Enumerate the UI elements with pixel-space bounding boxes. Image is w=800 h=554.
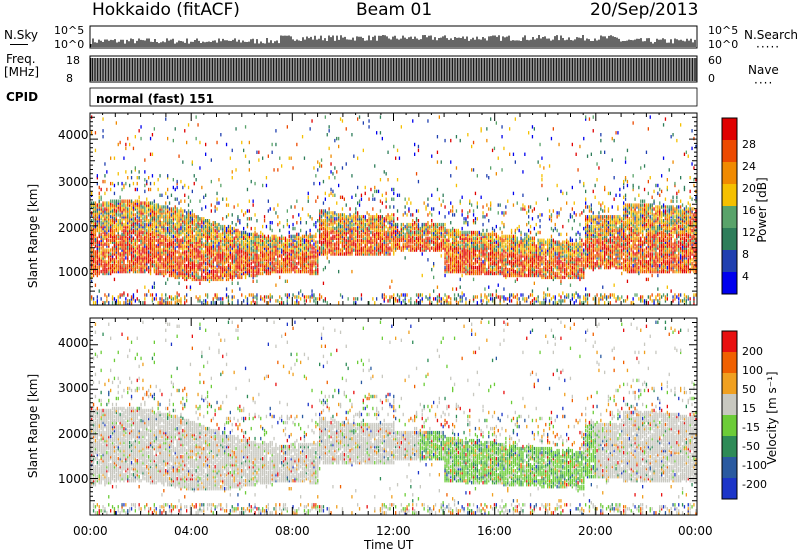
freq-label: Freq. bbox=[6, 52, 36, 66]
nave-tick-high: 60 bbox=[708, 54, 722, 67]
xtick-2400: 00:00 bbox=[678, 524, 713, 538]
nsearch-label: N.Search bbox=[744, 28, 799, 42]
xtick-1600: 16:00 bbox=[477, 524, 512, 538]
freq-panel-frame bbox=[89, 55, 698, 83]
velocity-ytick-2000: 2000 bbox=[58, 427, 89, 441]
vel-cbtick-15: 15 bbox=[742, 402, 756, 415]
station-title: Hokkaido (fitACF) bbox=[92, 0, 240, 20]
power-ytick-3000: 3000 bbox=[58, 175, 89, 189]
xtick-0800: 08:00 bbox=[275, 524, 310, 538]
xtick-0000: 00:00 bbox=[73, 524, 108, 538]
power-colorbar-segment bbox=[722, 228, 737, 250]
vel-cbtick-50: 50 bbox=[742, 383, 756, 396]
vel-cbtick-200: 200 bbox=[742, 345, 763, 358]
velocity-colorbar-segment bbox=[722, 436, 737, 457]
power-panel-ticks bbox=[89, 113, 698, 305]
xtick-1200: 12:00 bbox=[376, 524, 411, 538]
power-ytick-2000: 2000 bbox=[58, 221, 89, 235]
power-colorbar-segment bbox=[722, 272, 737, 294]
nsearch-tick-low: 10^0 bbox=[708, 38, 739, 51]
power-cbtick-4: 4 bbox=[742, 270, 749, 283]
nsky-tick-high: 10^5 bbox=[54, 24, 85, 37]
xtick-0400: 04:00 bbox=[174, 524, 209, 538]
power-colorbar-segment bbox=[722, 184, 737, 206]
power-colorbar-frame bbox=[721, 117, 738, 295]
freq-tick-low: 8 bbox=[66, 72, 73, 85]
velocity-colorbar-segment bbox=[722, 394, 737, 415]
power-echo-pixels bbox=[91, 115, 697, 305]
nave-tick-low: 0 bbox=[708, 72, 715, 85]
power-colorbar-segment bbox=[722, 162, 737, 184]
nsky-label: N.Sky bbox=[4, 28, 39, 42]
freq-tick-high: 18 bbox=[66, 54, 80, 67]
power-colorbar-segment bbox=[722, 140, 737, 162]
velocity-colorbar-segment bbox=[722, 373, 737, 394]
velocity-colorbar-segment bbox=[722, 457, 737, 478]
power-cbtick-8: 8 bbox=[742, 248, 749, 261]
nsky-trace bbox=[90, 35, 696, 47]
power-cbtick-24: 24 bbox=[742, 160, 756, 173]
velocity-colorbar-segment bbox=[722, 331, 737, 352]
velocity-ytick-1000: 1000 bbox=[58, 472, 89, 486]
vel-cbtick-m100: -100 bbox=[742, 459, 767, 472]
vel-cbtick-100: 100 bbox=[742, 364, 763, 377]
power-ytick-4000: 4000 bbox=[58, 128, 89, 142]
power-ytick-1000: 1000 bbox=[58, 265, 89, 279]
power-cbtick-16: 16 bbox=[742, 204, 756, 217]
xlabel: Time UT bbox=[364, 538, 414, 552]
vel-cbtick-m200: -200 bbox=[742, 478, 767, 491]
velocity-ytick-4000: 4000 bbox=[58, 336, 89, 350]
power-cbtick-12: 12 bbox=[742, 226, 756, 239]
freq-unit: [MHz] bbox=[4, 65, 40, 79]
velocity-colorbar-frame bbox=[721, 330, 738, 500]
power-colorbar-segment bbox=[722, 250, 737, 272]
velocity-colorbar-segment bbox=[722, 478, 737, 499]
velocity-colorbar-segment bbox=[722, 415, 737, 436]
nsearch-tick-high: 10^5 bbox=[708, 24, 739, 37]
power-colorbar-segment bbox=[722, 206, 737, 228]
cpid-panel-frame bbox=[89, 87, 698, 107]
velocity-echo-pixels bbox=[91, 320, 697, 515]
beam-title: Beam 01 bbox=[356, 0, 433, 20]
date-title: 20/Sep/2013 bbox=[590, 0, 699, 20]
nsky-tick-low: 10^0 bbox=[54, 38, 85, 51]
power-colorbar-segment bbox=[722, 118, 737, 140]
cpid-label: CPID bbox=[6, 90, 39, 104]
velocity-panel-ticks bbox=[89, 318, 698, 515]
freq-trace bbox=[90, 58, 697, 81]
cpid-text: normal (fast) 151 bbox=[96, 92, 214, 106]
power-cbtick-20: 20 bbox=[742, 182, 756, 195]
nsky-legend-line bbox=[10, 44, 28, 45]
velocity-colorbar-segment bbox=[722, 352, 737, 373]
xtick-2000: 20:00 bbox=[578, 524, 613, 538]
vel-cbtick-m15: -15 bbox=[742, 421, 760, 434]
power-cbtick-28: 28 bbox=[742, 138, 756, 151]
nave-label: Nave bbox=[748, 63, 779, 77]
velocity-ytick-3000: 3000 bbox=[58, 381, 89, 395]
vel-cbtick-m50: -50 bbox=[742, 440, 760, 453]
nsky-panel-frame bbox=[89, 25, 698, 49]
